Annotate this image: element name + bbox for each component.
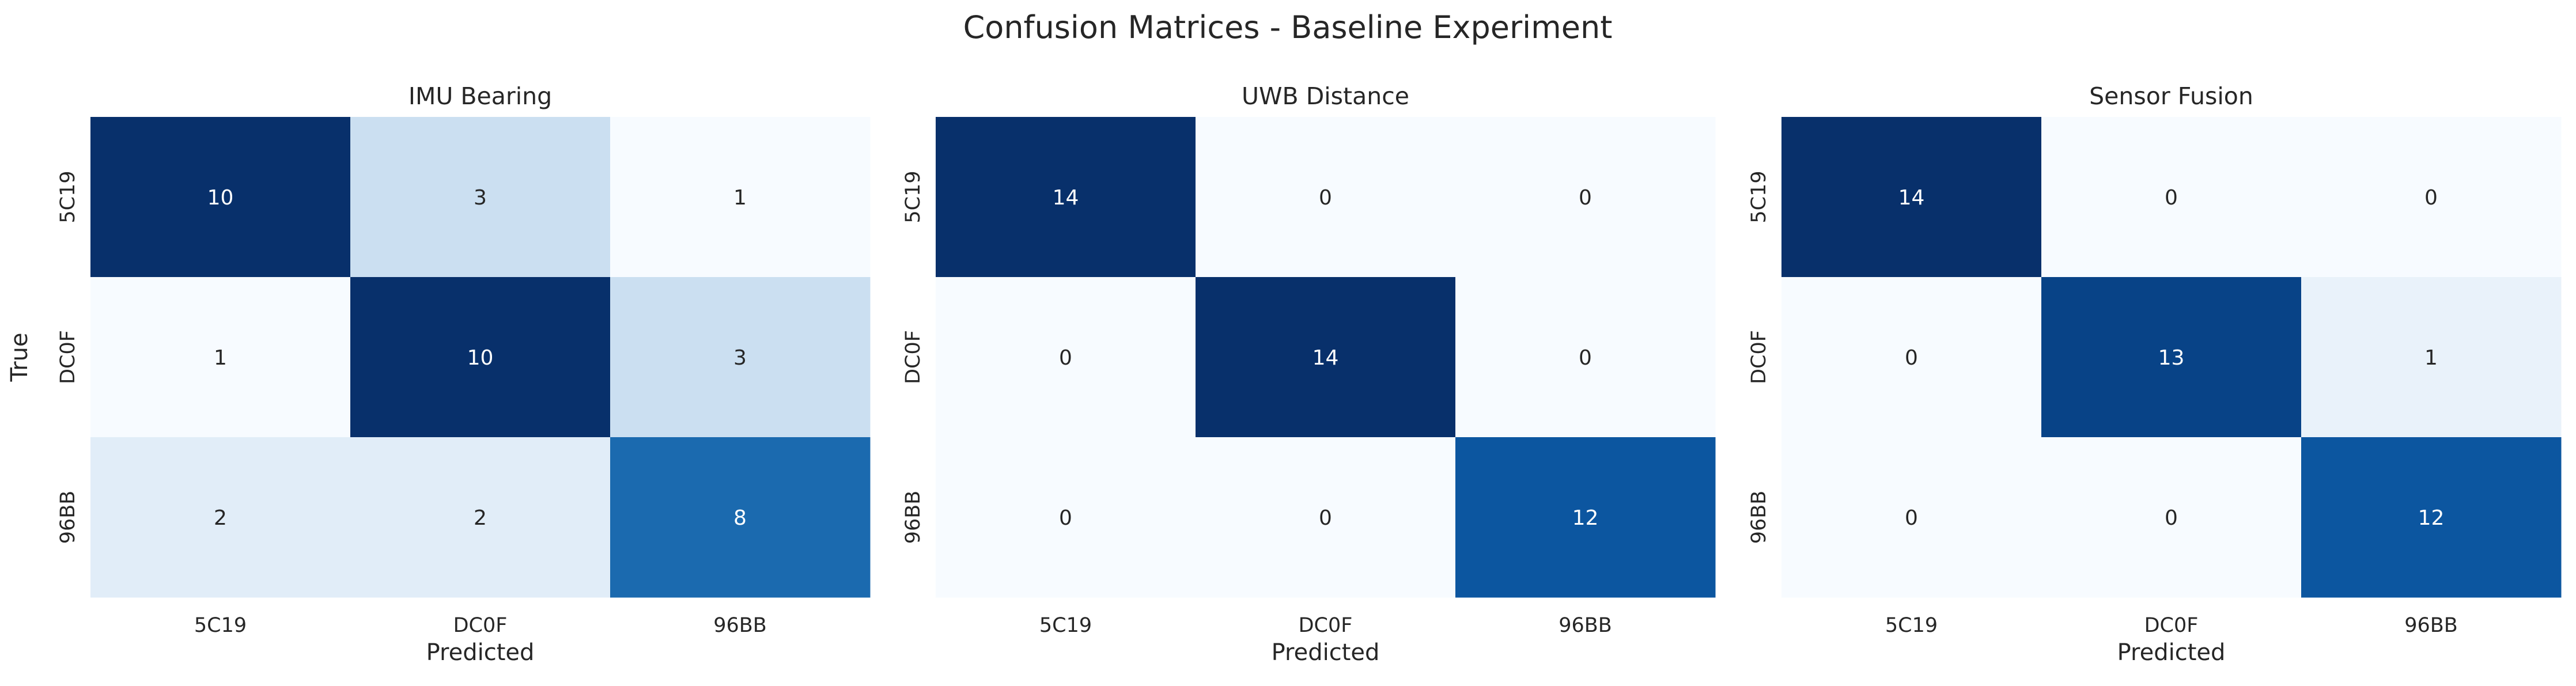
x-tick-label: 96BB — [1559, 614, 1612, 637]
cell-value-label: 0 — [2165, 186, 2178, 210]
cell-value-label: 12 — [2418, 506, 2445, 530]
cell-value-label: 0 — [2165, 506, 2178, 530]
heatmap-cell — [90, 117, 351, 278]
cell-value-label: 0 — [2424, 186, 2438, 210]
cell-value-label: 0 — [1319, 186, 1332, 210]
x-tick-label: DC0F — [2144, 614, 2199, 637]
cell-value-label: 2 — [474, 506, 487, 530]
panel-title: UWB Distance — [1242, 82, 1409, 110]
figure-title: Confusion Matrices - Baseline Experiment — [963, 9, 1613, 46]
cell-value-label: 1 — [214, 346, 227, 370]
cell-value-label: 3 — [733, 346, 747, 370]
heatmap-cell — [610, 277, 871, 438]
x-tick-label: DC0F — [453, 614, 508, 637]
heatmap-cell — [2041, 277, 2302, 438]
x-tick-label: 5C19 — [1885, 614, 1938, 637]
cell-value-label: 1 — [2424, 346, 2438, 370]
heatmap-cell — [1455, 277, 1716, 438]
heatmap-cell — [1455, 117, 1716, 278]
y-tick-label: 5C19 — [56, 170, 80, 223]
cell-value-label: 0 — [1059, 506, 1072, 530]
cell-value-label: 10 — [467, 346, 494, 370]
x-tick-label: 96BB — [713, 614, 767, 637]
heatmap-cell — [90, 277, 351, 438]
heatmap-cell — [936, 437, 1196, 598]
heatmap-cell — [1781, 277, 2042, 438]
heatmap-cell — [1455, 437, 1716, 598]
heatmap-cell — [1781, 117, 2042, 278]
y-tick-label: DC0F — [902, 330, 925, 384]
heatmap-cell — [2041, 117, 2302, 278]
heatmap-cell — [90, 437, 351, 598]
y-tick-label: DC0F — [1747, 330, 1771, 384]
y-tick-label: 96BB — [902, 491, 925, 544]
cell-value-label: 14 — [1053, 186, 1079, 210]
cell-value-label: 12 — [1572, 506, 1599, 530]
heatmap-cell — [1196, 117, 1456, 278]
heatmap-cell — [2301, 117, 2562, 278]
cell-value-label: 3 — [474, 186, 487, 210]
heatmap-cell — [936, 117, 1196, 278]
heatmap-cell — [350, 437, 611, 598]
cell-value-label: 8 — [733, 506, 747, 530]
cell-value-label: 2 — [214, 506, 227, 530]
cell-value-label: 1 — [733, 186, 747, 210]
x-tick-label: 5C19 — [1039, 614, 1092, 637]
cell-value-label: 0 — [1905, 346, 1918, 370]
x-tick-label: 96BB — [2404, 614, 2458, 637]
heatmap-cell — [610, 117, 871, 278]
cell-value-label: 0 — [1905, 506, 1918, 530]
y-tick-label: 96BB — [1747, 491, 1771, 544]
heatmap-cell — [2041, 437, 2302, 598]
cell-value-label: 14 — [1898, 186, 1925, 210]
heatmap-cell — [936, 277, 1196, 438]
cell-value-label: 0 — [1579, 186, 1592, 210]
x-tick-label: DC0F — [1299, 614, 1353, 637]
x-axis-label: Predicted — [426, 639, 535, 666]
cell-value-label: 14 — [1312, 346, 1339, 370]
panel-title: IMU Bearing — [408, 82, 552, 110]
panel-title: Sensor Fusion — [2089, 82, 2253, 110]
y-axis-label: True — [6, 333, 33, 382]
x-axis-label: Predicted — [2117, 639, 2226, 666]
cell-value-label: 13 — [2158, 346, 2185, 370]
heatmap-cell — [2301, 277, 2562, 438]
heatmap-cell — [610, 437, 871, 598]
cell-value-label: 0 — [1319, 506, 1332, 530]
heatmap-cell — [1196, 437, 1456, 598]
heatmap-panel-2: UWB Distance 14 0 0 0 14 0 0 0 12 5C19 DC0F 96BB 5C19… — [902, 82, 1716, 666]
x-axis-label: Predicted — [1272, 639, 1380, 666]
heatmap-cell — [350, 117, 611, 278]
cell-value-label: 0 — [1059, 346, 1072, 370]
heatmap-cell — [1196, 277, 1456, 438]
heatmap-cell — [350, 277, 611, 438]
heatmap-panel-3: Sensor Fusion 14 0 0 0 13 1 0 0 12 5C19 DC0F 96BB 5C1… — [1747, 82, 2562, 666]
y-tick-label: 5C19 — [1747, 170, 1771, 223]
heatmap-cell — [1781, 437, 2042, 598]
y-tick-label: 5C19 — [902, 170, 925, 223]
y-tick-label: 96BB — [56, 491, 80, 544]
y-tick-label: DC0F — [56, 330, 80, 384]
x-tick-label: 5C19 — [194, 614, 247, 637]
cell-value-label: 0 — [1579, 346, 1592, 370]
cell-value-label: 10 — [207, 186, 234, 210]
heatmap-cell — [2301, 437, 2562, 598]
heatmap-panel-1: IMU Bearing 10 3 1 1 10 3 2 2 8 5C19 DC0F 96BB 5C19 DC… — [6, 82, 871, 666]
